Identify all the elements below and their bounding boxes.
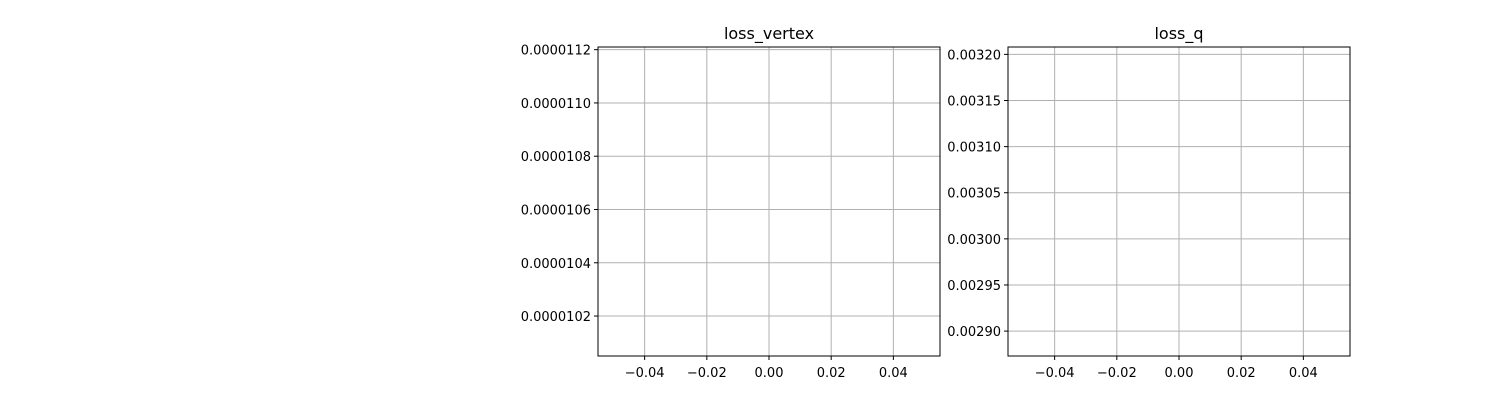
- x-tick-label: 0.02: [817, 366, 846, 381]
- y-tick-label: 0.00310: [947, 141, 1001, 156]
- x-tick-label: −0.02: [1097, 366, 1137, 381]
- y-tick-label: 0.00295: [947, 279, 1001, 294]
- plot-loss-q: loss_q −0.04 −0.02 0.00 0.02 0.04 0.00290 0.00…: [947, 24, 1351, 381]
- y-tick-label: 0.00300: [947, 233, 1001, 248]
- y-tick-label: 0.0000106: [521, 203, 591, 218]
- y-tick-label: 0.0000112: [521, 44, 591, 59]
- axes-frame: [1007, 46, 1351, 357]
- plot-title: loss_vertex: [724, 24, 814, 44]
- plot-loss-vertex: loss_vertex −0.04 −0.02 0.00 0.02 0.04 0.0000…: [521, 24, 941, 381]
- plot-title: loss_q: [1154, 24, 1203, 44]
- y-tick-label: 0.0000104: [521, 257, 591, 272]
- x-tick-label: 0.04: [879, 366, 908, 381]
- y-tick-label: 0.0000108: [521, 150, 591, 165]
- x-tick-label: −0.02: [687, 366, 727, 381]
- y-tick-label: 0.00320: [947, 48, 1001, 63]
- x-tick-label: −0.04: [625, 366, 665, 381]
- y-tick-label: 0.0000110: [521, 97, 591, 112]
- x-tick-label: 0.00: [755, 366, 784, 381]
- y-tick-label: 0.00305: [947, 187, 1001, 202]
- y-tick-label: 0.00315: [947, 94, 1001, 109]
- x-tick-label: 0.02: [1227, 366, 1256, 381]
- y-tick-label: 0.0000102: [521, 310, 591, 325]
- x-tick-label: 0.00: [1165, 366, 1194, 381]
- x-tick-label: −0.04: [1035, 366, 1075, 381]
- x-tick-label: 0.04: [1289, 366, 1318, 381]
- axes-frame: [597, 46, 941, 357]
- y-tick-label: 0.00290: [947, 325, 1001, 340]
